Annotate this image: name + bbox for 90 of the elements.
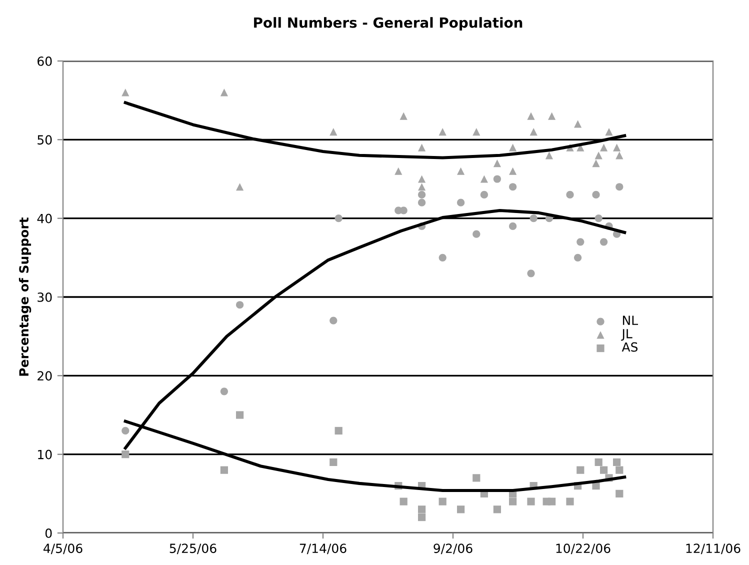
y-tick-label: 10 <box>38 450 52 460</box>
point <box>574 120 582 128</box>
y-tick-label: 60 <box>38 56 52 66</box>
point <box>594 152 602 160</box>
point <box>236 183 244 191</box>
point <box>612 458 621 466</box>
y-tick-label: 30 <box>38 292 52 302</box>
point <box>508 498 517 506</box>
point <box>400 498 408 506</box>
point <box>592 159 600 168</box>
point <box>334 214 342 222</box>
point <box>548 112 556 120</box>
point <box>438 254 446 262</box>
x-tick-label: 9/2/06 <box>434 544 472 554</box>
point <box>612 144 621 152</box>
point <box>600 466 608 474</box>
point <box>527 498 535 506</box>
point <box>527 270 535 278</box>
point <box>576 238 584 246</box>
chart-title: Poll Numbers - General Population <box>254 17 522 31</box>
y-axis-title: Percentage of Support <box>18 217 32 376</box>
y-tick-label: 20 <box>38 371 52 381</box>
x-tick-label: 10/22/06 <box>556 544 610 554</box>
point <box>438 128 446 136</box>
x-tick-label: 4/5/06 <box>43 544 82 554</box>
point <box>480 190 488 199</box>
point <box>594 458 602 466</box>
point <box>330 458 338 466</box>
point <box>600 144 608 152</box>
point <box>616 183 624 191</box>
point <box>220 88 228 96</box>
point <box>508 167 517 175</box>
point <box>472 474 480 482</box>
y-tick-label: 40 <box>37 214 52 224</box>
point <box>594 214 602 222</box>
point <box>472 128 480 136</box>
point <box>418 175 426 183</box>
point <box>548 498 556 506</box>
x-tick-label: 5/25/06 <box>170 544 216 554</box>
point <box>236 301 244 309</box>
point <box>616 152 624 160</box>
point <box>600 238 608 246</box>
point <box>236 411 244 419</box>
point <box>334 426 342 435</box>
point <box>493 506 502 514</box>
point <box>418 183 426 191</box>
y-tick-label: 0 <box>45 528 52 538</box>
point <box>220 388 228 396</box>
point <box>493 175 502 183</box>
point <box>545 152 554 160</box>
point <box>220 466 228 474</box>
legend-label: NL <box>622 316 638 325</box>
legend-label: JL <box>621 329 632 341</box>
point <box>527 112 535 120</box>
point <box>456 198 465 206</box>
point <box>616 466 624 474</box>
point <box>400 112 408 120</box>
point <box>456 167 465 175</box>
point <box>493 159 502 168</box>
point <box>480 175 488 183</box>
point <box>605 128 613 136</box>
point <box>508 144 517 152</box>
point <box>530 214 538 222</box>
point <box>592 190 600 199</box>
point <box>122 450 130 458</box>
point <box>574 254 582 262</box>
point <box>566 190 574 199</box>
point <box>418 198 426 206</box>
point <box>394 167 402 175</box>
point <box>418 506 426 514</box>
point <box>330 128 338 136</box>
point <box>508 183 517 191</box>
point <box>616 490 624 498</box>
point <box>418 144 426 152</box>
point <box>576 466 584 474</box>
y-tick-label: 50 <box>38 135 52 145</box>
point <box>122 88 130 96</box>
point <box>530 128 538 136</box>
point <box>438 498 446 506</box>
point <box>472 230 480 238</box>
x-tick-label: 7/14/06 <box>300 544 346 554</box>
legend-label: AS <box>622 342 638 352</box>
point <box>456 506 465 514</box>
point <box>508 222 517 230</box>
point <box>418 190 426 199</box>
point <box>566 498 574 506</box>
point <box>418 513 426 522</box>
x-tick-label: 12/11/06 <box>686 544 740 554</box>
point <box>122 426 130 435</box>
point <box>330 316 338 324</box>
